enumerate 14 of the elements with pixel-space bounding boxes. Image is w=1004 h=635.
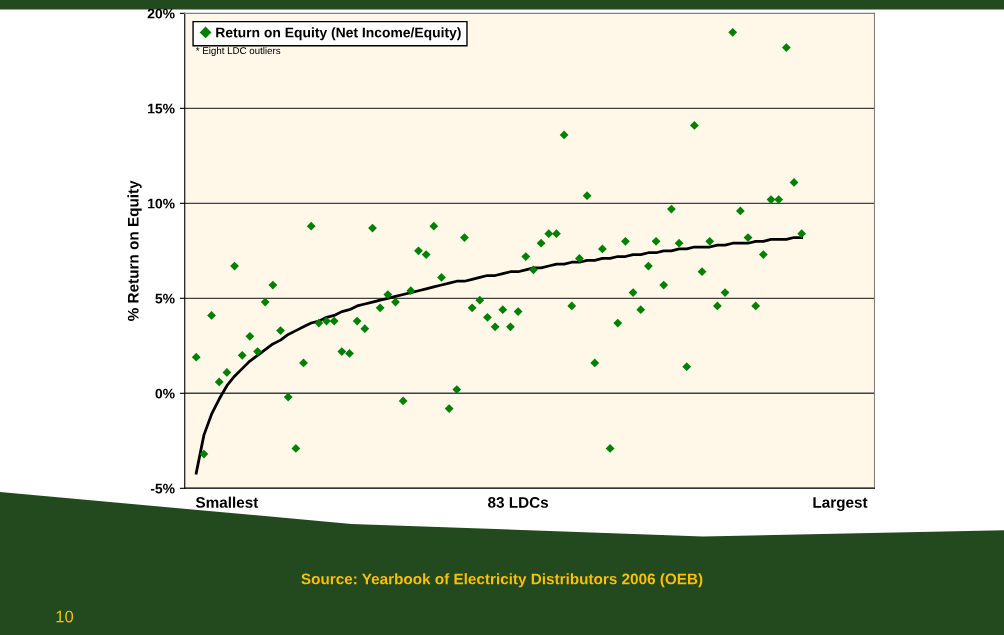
- y-tick-label: 20%: [147, 8, 175, 19]
- y-tick-label: 0%: [155, 388, 175, 399]
- x-tick-label: Largest: [813, 497, 868, 511]
- text: 10: [56, 610, 74, 623]
- y-axis-title: % Return on Equity: [127, 180, 142, 321]
- x-tick-label: Smallest: [195, 496, 259, 508]
- legend-label: Return on Equity (Net Income/Equity): [216, 27, 461, 41]
- y-tick-label: 15%: [148, 103, 175, 114]
- x-tick-label: 83 LDCs: [488, 497, 549, 508]
- y-tick-label: 5%: [155, 293, 175, 304]
- source-note: Source: Yearbook of Electricity Distributors 2006 (OEB): [301, 573, 703, 588]
- y-tick-label: -5%: [150, 483, 175, 494]
- y-tick-label: 10%: [148, 198, 175, 209]
- annotation: * Eight LDC outliers: [195, 46, 281, 56]
